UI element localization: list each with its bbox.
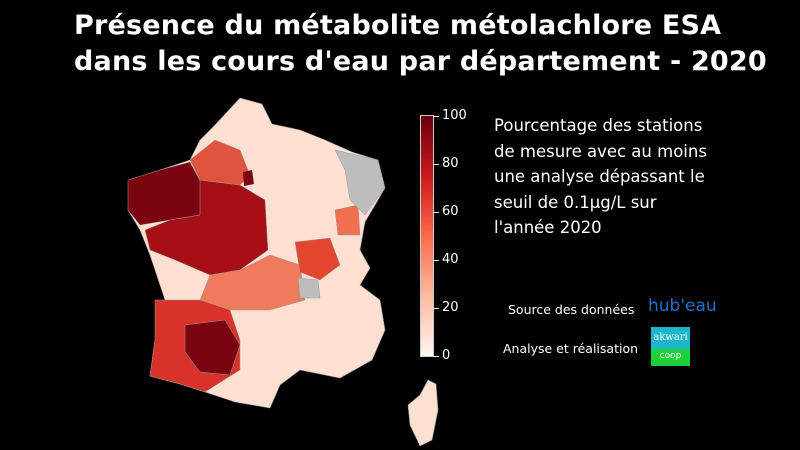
colorbar-tick (434, 164, 439, 165)
legend-line: une analyse dépassant le (494, 167, 705, 186)
colorbar-tick (434, 116, 439, 117)
region-jura (334, 204, 361, 236)
title-line-2: dans les cours d'eau par département - 2… (74, 46, 767, 77)
colorbar-tick (434, 308, 439, 309)
akwari-coop-logo: akwari coop (651, 327, 690, 366)
region-rhone (294, 237, 341, 281)
legend-line: Pourcentage des stations (494, 116, 703, 135)
colorbar-tick (434, 356, 439, 357)
legend-line: l'année 2020 (494, 218, 602, 237)
region-brittany (127, 161, 206, 226)
colorbar-tick (434, 260, 439, 261)
colorbar-tick-label: 80 (442, 156, 459, 171)
logo-bottom: coop (651, 349, 690, 366)
logo-top: akwari (651, 327, 690, 349)
legend-description: Pourcentage des stations de mesure avec … (494, 113, 794, 241)
map-title: Présence du métabolite métolachlore ESA … (74, 8, 767, 80)
region-no-data-central (297, 277, 321, 299)
region-west (144, 179, 269, 276)
analysis-label: Analyse et réalisation (503, 341, 639, 356)
colorbar-tick (434, 212, 439, 213)
colorbar-tick-label: 100 (442, 108, 467, 123)
region-gers (184, 319, 241, 376)
corsica (407, 379, 439, 447)
source-label: Source des données (508, 302, 635, 317)
title-line-1: Présence du métabolite métolachlore ESA (74, 10, 722, 41)
color-scale-bar (420, 115, 434, 357)
legend-line: seuil de 0.1µg/L sur (494, 192, 657, 212)
colorbar-tick-label: 60 (442, 204, 459, 219)
region-no-data-alsace (334, 149, 386, 216)
colorbar-tick-label: 20 (442, 300, 459, 315)
region-paris (243, 170, 254, 186)
colorbar-tick-label: 40 (442, 252, 459, 267)
hubeau-logo: hub'eau (648, 296, 717, 316)
colorbar-tick-label: 0 (442, 348, 451, 363)
legend-line: de mesure avec au moins (494, 141, 707, 161)
